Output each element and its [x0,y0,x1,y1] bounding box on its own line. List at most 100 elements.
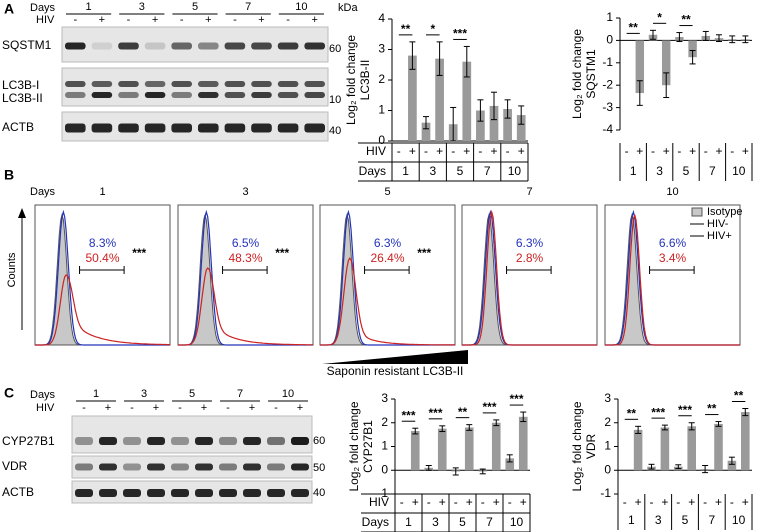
band [144,92,166,98]
panel-letter: A [4,1,14,17]
band [118,92,139,98]
y-tick-label: -2 [602,77,613,91]
band [277,42,299,50]
series-label: - [397,144,401,158]
series-label: + [742,144,749,158]
series-label: - [400,495,404,509]
hiv-pos-curve [605,214,740,346]
band [147,437,165,445]
series-label: + [439,495,446,509]
pct-pos: 50.4% [85,251,119,265]
band [75,489,93,497]
pct-neg: 6.3% [374,236,402,250]
hiv-sign: + [105,402,111,414]
hiv-sign: + [311,14,317,26]
significance: *** [275,246,289,260]
band [123,463,141,471]
legend-label: HIV- [707,218,729,230]
series-header: HIV [369,495,389,509]
row-label: SQSTM1 [2,38,52,52]
x-tick-label: 3 [429,164,436,178]
x-tick-label: 3 [432,515,439,529]
bar [660,427,670,471]
legend-swatch [691,207,703,217]
series-label: - [676,495,680,509]
bar [687,426,696,471]
kda-value: 10 [329,94,341,106]
x-tick-label: 5 [683,164,690,178]
band [224,92,246,98]
group-header: Days [359,164,386,178]
series-label: + [409,144,416,158]
band [75,463,93,471]
hiv-label: HIV [36,402,55,414]
series-label: - [454,495,458,509]
x-tick-label: 10 [732,164,746,178]
band [277,123,299,133]
significance: *** [132,246,146,260]
band [171,123,192,133]
y-axis-label: Log₂ fold change [344,35,358,125]
hiv-sign: - [233,14,237,26]
series-label: - [508,495,512,509]
band [118,123,139,133]
band [171,42,192,50]
pct-pos: 2.8% [516,251,544,265]
series-label: + [436,144,443,158]
band [75,437,93,445]
kda-value: 60 [313,435,325,447]
significance: ** [401,22,411,36]
gradient-triangle [322,350,468,364]
band [65,42,86,50]
bar [503,108,512,141]
y-tick-label: 2 [604,415,611,429]
band [243,463,261,471]
series-label: + [463,144,470,158]
y-tick-label: -1 [600,486,611,500]
x-tick-label: 5 [457,164,464,178]
y-tick-label: 3 [378,42,385,56]
band [291,437,309,445]
band [243,437,261,445]
bar [435,58,444,141]
series-label: + [661,495,668,509]
significance: ** [734,389,744,403]
day-label: 3 [139,1,145,13]
kda-value: 40 [313,487,325,499]
y-tick-label: 0 [381,462,388,476]
hiv-sign: + [205,14,211,26]
series-label: - [651,144,655,158]
significance: *** [482,400,496,414]
series-label: - [703,495,707,509]
band [123,437,141,445]
hiv-sign: + [152,14,158,26]
significance: * [657,10,662,24]
day-label: 5 [189,388,195,400]
day-label: 1 [93,388,99,400]
series-label: + [635,495,642,509]
series-label: - [730,495,734,509]
series-label: + [689,144,696,158]
band [304,92,325,98]
band [267,489,285,497]
band [251,81,272,87]
days-label: Days [30,389,56,401]
hiv-sign: + [99,14,105,26]
bar [714,423,723,471]
row-label: ACTB [2,485,34,499]
band [251,92,272,98]
band [99,463,117,471]
band [251,42,272,50]
band [91,123,113,133]
significance: ** [707,402,717,416]
row-label: LC3B-I [2,78,39,92]
series-label: + [663,144,670,158]
significance: *** [678,403,692,417]
series-label: + [520,495,527,509]
days-label: Days [30,186,56,198]
isotype-curve [35,212,170,346]
pct-pos: 3.4% [659,251,687,265]
kda-label: kDa [338,2,358,14]
band [219,489,237,497]
series-label: + [412,495,419,509]
